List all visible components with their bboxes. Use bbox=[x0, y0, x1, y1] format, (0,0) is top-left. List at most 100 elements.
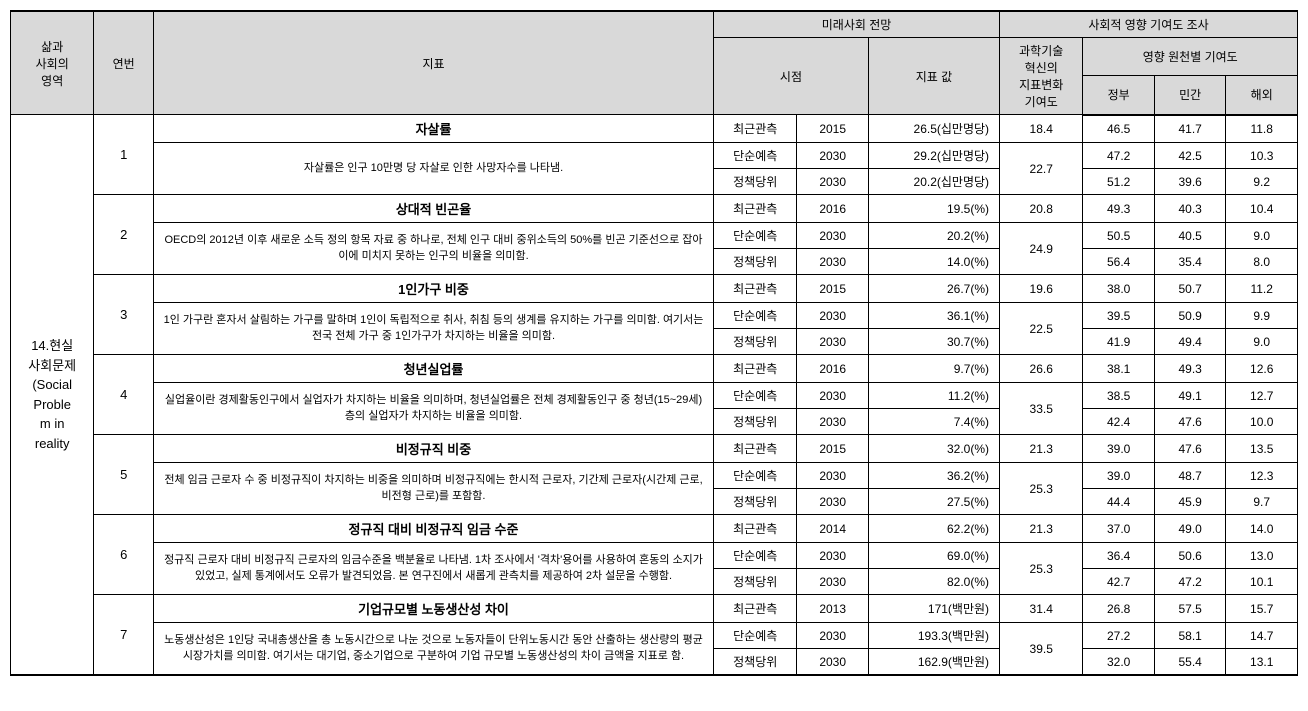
overseas: 9.9 bbox=[1226, 303, 1298, 329]
indicator-title: 1인가구 비중 bbox=[153, 275, 713, 303]
year: 2030 bbox=[797, 569, 868, 595]
priv: 48.7 bbox=[1154, 463, 1225, 489]
point-type: 단순예측 bbox=[714, 463, 797, 489]
indicator-desc: 정규직 근로자 대비 비정규직 근로자의 임금수준을 백분율로 나타냄. 1차 … bbox=[153, 543, 713, 595]
table-row: 1인 가구란 혼자서 살림하는 가구를 말하며 1인이 독립적으로 취사, 취침… bbox=[11, 303, 1298, 329]
gov: 42.7 bbox=[1083, 569, 1154, 595]
point-type: 정책당위 bbox=[714, 569, 797, 595]
gov: 39.0 bbox=[1083, 435, 1154, 463]
value: 29.2(십만명당) bbox=[868, 143, 999, 169]
year: 2030 bbox=[797, 143, 868, 169]
table-row: 14.현실사회문제(SocialProblem inreality1자살률최근관… bbox=[11, 115, 1298, 143]
priv: 47.6 bbox=[1154, 435, 1225, 463]
year: 2030 bbox=[797, 543, 868, 569]
gov: 56.4 bbox=[1083, 249, 1154, 275]
gov: 38.1 bbox=[1083, 355, 1154, 383]
point-type: 단순예측 bbox=[714, 223, 797, 249]
index-cell: 3 bbox=[94, 275, 154, 355]
point-type: 단순예측 bbox=[714, 143, 797, 169]
overseas: 9.0 bbox=[1226, 329, 1298, 355]
point-type: 최근관측 bbox=[714, 195, 797, 223]
sti: 33.5 bbox=[1000, 383, 1083, 435]
gov: 27.2 bbox=[1083, 623, 1154, 649]
year: 2030 bbox=[797, 249, 868, 275]
value: 27.5(%) bbox=[868, 489, 999, 515]
gov: 42.4 bbox=[1083, 409, 1154, 435]
overseas: 9.0 bbox=[1226, 223, 1298, 249]
priv: 57.5 bbox=[1154, 595, 1225, 623]
year: 2015 bbox=[797, 115, 868, 143]
value: 7.4(%) bbox=[868, 409, 999, 435]
gov: 39.0 bbox=[1083, 463, 1154, 489]
priv: 50.9 bbox=[1154, 303, 1225, 329]
gov: 41.9 bbox=[1083, 329, 1154, 355]
overseas: 10.4 bbox=[1226, 195, 1298, 223]
point-type: 정책당위 bbox=[714, 409, 797, 435]
indicator-title: 기업규모별 노동생산성 차이 bbox=[153, 595, 713, 623]
point-type: 단순예측 bbox=[714, 543, 797, 569]
value: 19.5(%) bbox=[868, 195, 999, 223]
overseas: 12.7 bbox=[1226, 383, 1298, 409]
table-row: 4청년실업률최근관측20169.7(%)26.638.149.312.6 bbox=[11, 355, 1298, 383]
indicator-desc: 실업율이란 경제활동인구에서 실업자가 차지하는 비율을 의미하며, 청년실업률… bbox=[153, 383, 713, 435]
year: 2015 bbox=[797, 275, 868, 303]
col-value: 지표 값 bbox=[868, 38, 999, 115]
col-overseas: 해외 bbox=[1226, 76, 1298, 115]
value: 193.3(백만원) bbox=[868, 623, 999, 649]
col-point: 시점 bbox=[714, 38, 869, 115]
overseas: 13.5 bbox=[1226, 435, 1298, 463]
overseas: 13.0 bbox=[1226, 543, 1298, 569]
index-cell: 2 bbox=[94, 195, 154, 275]
col-future-group: 미래사회 전망 bbox=[714, 11, 1000, 38]
value: 20.2(%) bbox=[868, 223, 999, 249]
value: 14.0(%) bbox=[868, 249, 999, 275]
overseas: 9.2 bbox=[1226, 169, 1298, 195]
gov: 26.8 bbox=[1083, 595, 1154, 623]
overseas: 13.1 bbox=[1226, 649, 1298, 676]
overseas: 15.7 bbox=[1226, 595, 1298, 623]
col-source-group: 영향 원천별 기여도 bbox=[1083, 38, 1298, 76]
indicator-title: 청년실업률 bbox=[153, 355, 713, 383]
gov: 50.5 bbox=[1083, 223, 1154, 249]
index-cell: 5 bbox=[94, 435, 154, 515]
point-type: 최근관측 bbox=[714, 115, 797, 143]
value: 26.7(%) bbox=[868, 275, 999, 303]
priv: 49.4 bbox=[1154, 329, 1225, 355]
table-row: 자살률은 인구 10만명 당 자살로 인한 사망자수를 나타냄.단순예측2030… bbox=[11, 143, 1298, 169]
indicator-desc: OECD의 2012년 이후 새로운 소득 정의 항목 자료 중 하나로, 전체… bbox=[153, 223, 713, 275]
year: 2030 bbox=[797, 223, 868, 249]
value: 171(백만원) bbox=[868, 595, 999, 623]
priv: 55.4 bbox=[1154, 649, 1225, 676]
overseas: 12.3 bbox=[1226, 463, 1298, 489]
point-type: 정책당위 bbox=[714, 169, 797, 195]
indicator-title: 정규직 대비 비정규직 임금 수준 bbox=[153, 515, 713, 543]
indicator-desc: 전체 임금 근로자 수 중 비정규직이 차지하는 비중을 의미하며 비정규직에는… bbox=[153, 463, 713, 515]
sti: 22.5 bbox=[1000, 303, 1083, 355]
priv: 39.6 bbox=[1154, 169, 1225, 195]
priv: 40.5 bbox=[1154, 223, 1225, 249]
year: 2030 bbox=[797, 623, 868, 649]
priv: 40.3 bbox=[1154, 195, 1225, 223]
priv: 45.9 bbox=[1154, 489, 1225, 515]
gov: 51.2 bbox=[1083, 169, 1154, 195]
point-type: 최근관측 bbox=[714, 515, 797, 543]
priv: 35.4 bbox=[1154, 249, 1225, 275]
year: 2016 bbox=[797, 195, 868, 223]
overseas: 14.0 bbox=[1226, 515, 1298, 543]
year: 2013 bbox=[797, 595, 868, 623]
table-row: 실업율이란 경제활동인구에서 실업자가 차지하는 비율을 의미하며, 청년실업률… bbox=[11, 383, 1298, 409]
sti: 19.6 bbox=[1000, 275, 1083, 303]
domain-cell: 14.현실사회문제(SocialProblem inreality bbox=[11, 115, 94, 676]
col-social-group: 사회적 영향 기여도 조사 bbox=[1000, 11, 1298, 38]
gov: 47.2 bbox=[1083, 143, 1154, 169]
value: 162.9(백만원) bbox=[868, 649, 999, 676]
table-header: 삶과사회의영역 연번 지표 미래사회 전망 사회적 영향 기여도 조사 시점 지… bbox=[11, 11, 1298, 115]
overseas: 12.6 bbox=[1226, 355, 1298, 383]
gov: 44.4 bbox=[1083, 489, 1154, 515]
value: 62.2(%) bbox=[868, 515, 999, 543]
indicator-title: 자살률 bbox=[153, 115, 713, 143]
point-type: 정책당위 bbox=[714, 649, 797, 676]
gov: 36.4 bbox=[1083, 543, 1154, 569]
point-type: 단순예측 bbox=[714, 383, 797, 409]
col-domain: 삶과사회의영역 bbox=[11, 11, 94, 115]
